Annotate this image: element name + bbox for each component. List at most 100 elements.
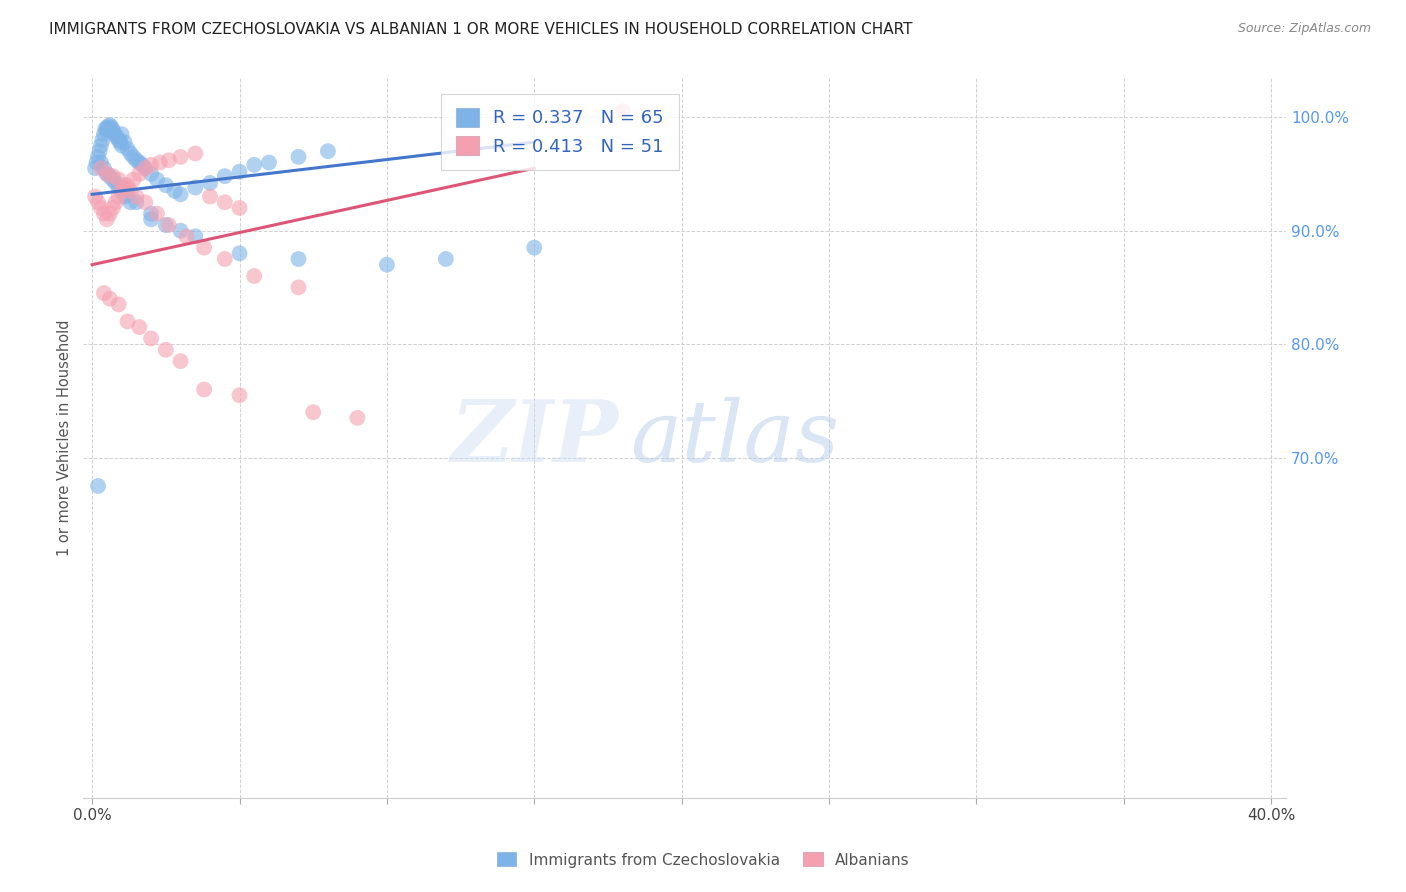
Point — [169, 150, 191, 164]
Point — [97, 120, 120, 134]
Point — [93, 127, 115, 141]
Point — [93, 286, 115, 301]
Point — [155, 178, 177, 193]
Point — [96, 212, 118, 227]
Text: Source: ZipAtlas.com: Source: ZipAtlas.com — [1237, 22, 1371, 36]
Point — [198, 189, 221, 203]
Point — [101, 201, 124, 215]
Point — [139, 167, 162, 181]
Point — [149, 155, 172, 169]
Point — [169, 354, 191, 368]
Point — [110, 138, 132, 153]
Point — [90, 161, 112, 176]
Point — [114, 135, 136, 149]
Point — [101, 172, 124, 186]
Text: IMMIGRANTS FROM CZECHOSLOVAKIA VS ALBANIAN 1 OR MORE VEHICLES IN HOUSEHOLD CORRE: IMMIGRANTS FROM CZECHOSLOVAKIA VS ALBANI… — [49, 22, 912, 37]
Point — [434, 252, 457, 266]
Point — [243, 268, 266, 283]
Point — [120, 146, 142, 161]
Point — [169, 187, 191, 202]
Point — [110, 180, 132, 194]
Point — [139, 206, 162, 220]
Point — [87, 195, 110, 210]
Point — [131, 158, 153, 172]
Point — [375, 258, 398, 272]
Point — [302, 405, 325, 419]
Point — [96, 167, 118, 181]
Point — [214, 195, 236, 210]
Point — [117, 142, 139, 156]
Point — [117, 314, 139, 328]
Point — [98, 118, 121, 132]
Point — [93, 206, 115, 220]
Legend: R = 0.337   N = 65, R = 0.413   N = 51: R = 0.337 N = 65, R = 0.413 N = 51 — [441, 94, 679, 170]
Point — [176, 229, 198, 244]
Point — [107, 297, 129, 311]
Point — [90, 138, 112, 153]
Point — [90, 201, 112, 215]
Point — [125, 189, 148, 203]
Point — [134, 161, 156, 176]
Point — [114, 189, 136, 203]
Point — [93, 161, 115, 176]
Point — [125, 153, 148, 168]
Point — [125, 195, 148, 210]
Point — [107, 172, 129, 186]
Point — [96, 124, 118, 138]
Point — [157, 153, 180, 168]
Point — [84, 189, 107, 203]
Point — [163, 184, 186, 198]
Point — [100, 120, 122, 135]
Legend: Immigrants from Czechoslovakia, Albanians: Immigrants from Czechoslovakia, Albanian… — [491, 847, 915, 873]
Point — [107, 180, 129, 194]
Point — [120, 195, 142, 210]
Point — [316, 145, 339, 159]
Point — [122, 172, 145, 186]
Point — [87, 479, 110, 493]
Point — [110, 184, 132, 198]
Point — [146, 172, 169, 186]
Point — [96, 167, 118, 181]
Point — [134, 195, 156, 210]
Point — [155, 343, 177, 357]
Point — [169, 224, 191, 238]
Point — [91, 133, 114, 147]
Point — [287, 280, 309, 294]
Point — [287, 252, 309, 266]
Point — [104, 176, 127, 190]
Point — [114, 178, 136, 193]
Point — [96, 121, 118, 136]
Point — [89, 145, 111, 159]
Point — [104, 128, 127, 143]
Point — [117, 178, 139, 193]
Point — [128, 167, 150, 181]
Point — [86, 155, 108, 169]
Point — [90, 155, 112, 169]
Point — [155, 218, 177, 232]
Point — [214, 252, 236, 266]
Point — [128, 155, 150, 169]
Point — [84, 161, 107, 176]
Point — [139, 158, 162, 172]
Point — [243, 158, 266, 172]
Point — [98, 206, 121, 220]
Point — [523, 241, 546, 255]
Point — [114, 180, 136, 194]
Text: atlas: atlas — [630, 396, 839, 479]
Point — [612, 104, 634, 119]
Point — [184, 146, 207, 161]
Point — [98, 292, 121, 306]
Point — [257, 155, 280, 169]
Point — [128, 320, 150, 334]
Point — [198, 176, 221, 190]
Text: ZIP: ZIP — [450, 396, 619, 480]
Point — [122, 150, 145, 164]
Point — [139, 331, 162, 345]
Point — [87, 150, 110, 164]
Point — [105, 130, 128, 145]
Point — [139, 212, 162, 227]
Point — [101, 169, 124, 184]
Point — [134, 161, 156, 176]
Point — [98, 169, 121, 184]
Point — [101, 122, 124, 136]
